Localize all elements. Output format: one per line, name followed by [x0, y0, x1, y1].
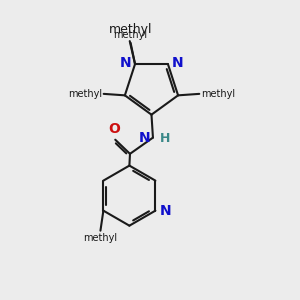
- Text: H: H: [159, 132, 170, 145]
- Text: methyl: methyl: [109, 23, 152, 36]
- Text: N: N: [139, 130, 151, 145]
- Text: O: O: [108, 122, 120, 136]
- Text: methyl: methyl: [83, 233, 118, 243]
- Text: methyl: methyl: [113, 30, 147, 40]
- Text: N: N: [160, 204, 171, 218]
- Text: methyl: methyl: [201, 89, 235, 99]
- Text: N: N: [171, 56, 183, 70]
- Text: N: N: [120, 56, 131, 70]
- Text: methyl: methyl: [68, 89, 102, 99]
